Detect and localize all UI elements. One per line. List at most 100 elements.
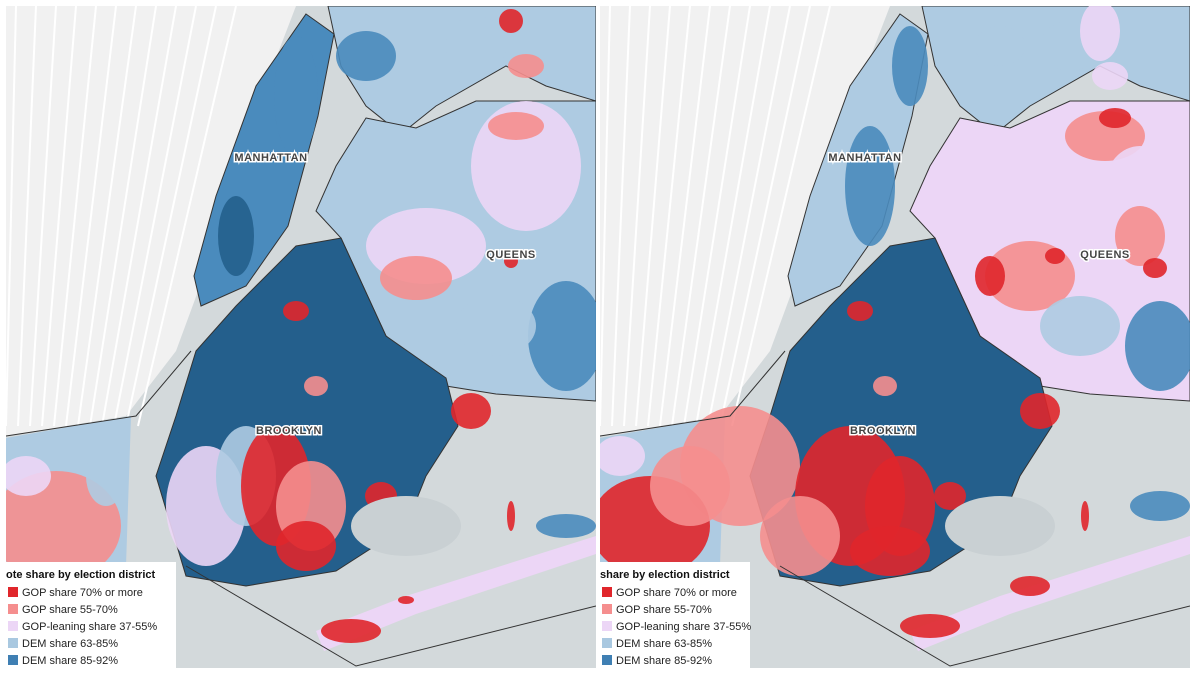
legend-title: ote share by election district [6,569,155,581]
district-patch [975,256,1005,296]
district-patch [6,471,121,581]
legend-box [600,562,750,668]
borough-label: MANHATTAN [828,152,901,164]
legend-item: DEM share 63-85% [616,638,712,650]
jamaica-bay [945,496,1055,556]
district-patch [1040,296,1120,356]
district-patch [456,296,536,356]
district-patch [508,54,544,78]
district-patch [1010,576,1050,596]
district-patch [1020,393,1060,429]
street [137,6,237,427]
street [659,6,711,427]
street [29,6,57,427]
legend-item: GOP share 70% or more [22,587,143,599]
legend-swatch [602,655,612,665]
street [707,6,791,427]
street [623,6,651,427]
district-patch [321,619,381,643]
jamaica-bay [351,496,461,556]
district-patch [283,301,309,321]
street [17,6,37,427]
district-patch [934,482,966,510]
street [125,6,217,427]
legend-swatch [8,638,18,648]
district-patch [1099,108,1131,128]
legend-item: GOP share 70% or more [616,587,737,599]
legend-item: DEM share 85-92% [616,655,712,667]
district-patch [847,301,873,321]
legend-swatch [8,655,18,665]
legend-item: DEM share 63-85% [22,638,118,650]
street [719,6,811,427]
district-patch [86,446,126,506]
borough-label: BROOKLYN [256,425,322,437]
district-patch [1045,248,1065,264]
street [635,6,671,427]
legend-item: DEM share 85-92% [22,655,118,667]
district-patch [446,16,506,76]
district-patch [536,514,596,538]
district-patch [218,196,254,276]
street [113,6,197,427]
map-panel: MANHATTAN QUEENS BROOKLYN share by election… [600,6,1190,668]
district-patch [1143,258,1167,278]
legend-swatch [602,587,612,597]
district-patch [850,526,930,576]
district-patch [1092,62,1128,90]
street [65,6,117,427]
street [89,6,157,427]
legend-item: GOP share 55-70% [22,604,118,616]
boundary [6,350,596,667]
street [731,6,831,427]
boundary [600,350,1190,667]
borough-label: QUEENS [1080,249,1129,261]
street [101,6,177,427]
district-patch [873,376,897,396]
borough-label: MANHATTAN [234,152,307,164]
district-patch [892,26,928,106]
legend-swatch [602,638,612,648]
district-patch [1081,501,1089,531]
legend-swatch [8,604,18,614]
legend-swatch [8,621,18,631]
district-patch [304,376,328,396]
borough-label: QUEENS [486,249,535,261]
district-patch [504,254,518,268]
district-patch [499,9,523,33]
rockaway [316,536,596,651]
district-patch [507,501,515,531]
district-patch [380,256,452,300]
district-patch [1115,206,1165,266]
legend-swatch [602,604,612,614]
street [600,6,611,427]
street [6,6,17,427]
district-patch [6,456,51,496]
district-patch [975,26,1025,66]
street [611,6,631,427]
legend-item: GOP share 55-70% [616,604,712,616]
street [683,6,751,427]
legend-item: GOP-leaning share 37-55% [616,621,751,633]
district-patch [274,36,318,156]
district-patch [900,614,960,638]
district-patch [276,521,336,571]
street [695,6,771,427]
legend-title: share by election district [600,569,730,581]
district-patch [650,446,730,526]
district-patch [398,596,414,604]
street [41,6,77,427]
legend-swatch [602,621,612,631]
district-patch [528,281,596,391]
district-patch [1105,146,1175,226]
rockaway [910,536,1190,651]
legend-swatch [8,587,18,597]
district-patch [336,31,396,81]
district-patch [1125,301,1190,391]
street [671,6,731,427]
district-patch [845,126,895,246]
district-patch [488,112,544,140]
map-panel: MANHATTAN QUEENS BROOKLYN ote share by elec… [6,6,596,668]
district-patch [1130,491,1190,521]
